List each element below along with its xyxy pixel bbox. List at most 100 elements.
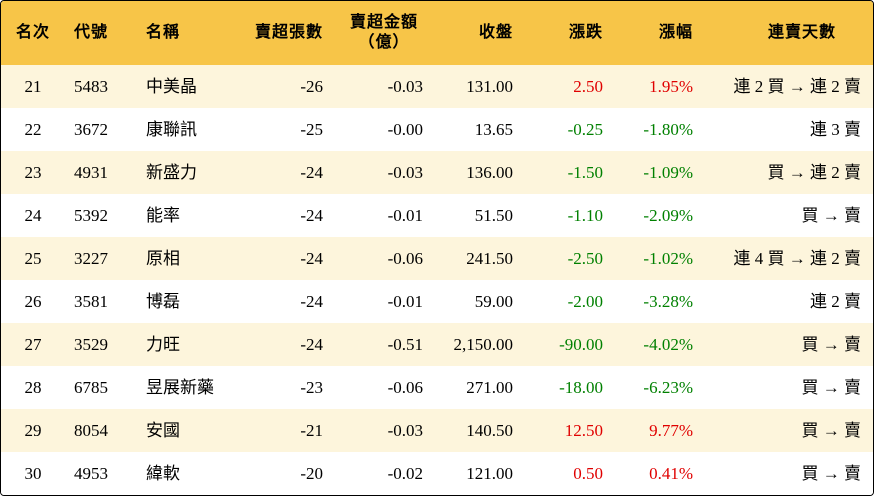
table-cell: 原相 (146, 248, 180, 268)
table-cell: -24 (300, 162, 323, 182)
table-cell: -2.09% (643, 205, 693, 225)
table-cell: -0.06 (387, 248, 423, 268)
table-cell: -0.00 (387, 119, 423, 139)
table-cell: 26 (24, 291, 42, 311)
table-cell: 24 (24, 205, 42, 225)
table-cell: 136.00 (466, 162, 513, 182)
table-cell: 買 → 賣 (801, 334, 862, 354)
header-text: 賣超金額 (349, 14, 418, 31)
table-cell: 4931 (74, 162, 108, 182)
table-cell: 力旺 (146, 334, 180, 354)
table-cell: -0.03 (387, 162, 423, 182)
table-cell: 連 3 賣 (810, 119, 861, 139)
header-text: 漲跌 (568, 24, 603, 41)
table-cell: 2,150.00 (453, 334, 514, 354)
table-cell: -24 (300, 334, 323, 354)
table-cell: -4.02% (643, 334, 693, 354)
table-cell: 241.50 (466, 248, 513, 268)
table-cell: 0.41% (649, 463, 693, 483)
header-text: 代號 (74, 24, 109, 41)
table-cell: -6.23% (643, 377, 693, 397)
table-cell: 6785 (74, 377, 108, 397)
table-cell: -23 (300, 377, 323, 397)
table-cell: 9.77% (649, 420, 693, 440)
table-cell: -1.80% (643, 119, 693, 139)
table-row: 27 3529 力旺 -24 -0.51 2,150.00 -90.00 -4.02% 買 → … (1, 323, 873, 366)
table-row: 29 8054 安國 -21 -0.03 140.50 12.50 9.77% 買 → 賣 (1, 409, 873, 452)
table-cell: 買 → 賣 (801, 420, 862, 440)
table-cell: -0.03 (387, 76, 423, 96)
table-cell: -0.01 (387, 291, 423, 311)
table-cell: 5392 (74, 205, 108, 225)
header-cell: 漲跌 (569, 1, 603, 65)
header-cell: 賣超張數 (255, 1, 323, 65)
table-cell: 3672 (74, 119, 108, 139)
table-cell: 4953 (74, 463, 108, 483)
header-text: 連賣天數 (767, 24, 836, 41)
table-row: 26 3581 博磊 -24 -0.01 59.00 -2.00 -3.28% 連 2 賣 (1, 280, 873, 323)
table-cell: -24 (300, 205, 323, 225)
table-cell: -0.02 (387, 463, 423, 483)
header-cell: 名稱 (146, 1, 180, 65)
table-cell: -2.00 (567, 291, 603, 311)
table-row: 28 6785 昱展新藥 -23 -0.06 271.00 -18.00 -6.23% 買 → … (1, 366, 873, 409)
table-cell: 3581 (74, 291, 108, 311)
table-cell: 13.65 (474, 119, 513, 139)
table-cell: 30 (24, 463, 42, 483)
table-cell: 12.50 (564, 420, 603, 440)
table-cell: 59.00 (474, 291, 513, 311)
header-text: 收盤 (478, 24, 513, 41)
table-cell: -0.01 (387, 205, 423, 225)
table-cell: 連 2 買 → 連 2 賣 (733, 76, 862, 96)
table-cell: 27 (24, 334, 42, 354)
table-cell: 8054 (74, 420, 108, 440)
header-text: 漲幅 (658, 24, 693, 41)
table-row: 23 4931 新盛力 -24 -0.03 136.00 -1.50 -1.09% 買 → 連 … (1, 151, 873, 194)
table-cell: 能率 (146, 205, 180, 225)
header-text: 名稱 (146, 24, 181, 41)
table-cell: -1.10 (567, 205, 603, 225)
table-cell: -0.51 (387, 334, 423, 354)
table-cell: 140.50 (466, 420, 513, 440)
table-cell: 28 (24, 377, 42, 397)
table-cell: 博磊 (146, 291, 180, 311)
table-cell: -0.06 (387, 377, 423, 397)
table-cell: -0.03 (387, 420, 423, 440)
table-cell: 2.50 (573, 76, 603, 96)
table-cell: -21 (300, 420, 323, 440)
header-text: 名次 (15, 24, 50, 41)
table-cell: 25 (24, 248, 42, 268)
table-cell: 0.50 (573, 463, 603, 483)
table-cell: 新盛力 (146, 162, 197, 182)
table-cell: -1.50 (567, 162, 603, 182)
table-cell: 緯軟 (146, 463, 180, 483)
table-cell: -20 (300, 463, 323, 483)
table-cell: -26 (300, 76, 323, 96)
table-cell: 中美晶 (146, 76, 197, 96)
table-cell: 買 → 連 2 賣 (767, 162, 862, 182)
table-cell: 1.95% (649, 76, 693, 96)
table-row: 30 4953 緯軟 -20 -0.02 121.00 0.50 0.41% 買 → 賣 (1, 452, 873, 495)
header-cell: 名次 (1, 1, 133, 65)
table-cell: 康聯訊 (146, 119, 197, 139)
table-cell: -0.25 (567, 119, 603, 139)
table-cell: -24 (300, 248, 323, 268)
table-cell: -18.00 (559, 377, 603, 397)
table-cell: 5483 (74, 76, 108, 96)
table-cell: -25 (300, 119, 323, 139)
table-cell: 3227 (74, 248, 108, 268)
table-cell: 昱展新藥 (146, 377, 214, 397)
table-cell: 連 2 賣 (810, 291, 861, 311)
table-cell: 121.00 (466, 463, 513, 483)
table-cell: 買 → 賣 (801, 205, 862, 225)
table-cell: 131.00 (466, 76, 513, 96)
header-cell: 賣超金額 （億） (284, 1, 484, 65)
table-row: 22 3672 康聯訊 -25 -0.00 13.65 -0.25 -1.80% 連 3 賣 (1, 108, 873, 151)
header-cell: 代號 (74, 1, 108, 65)
header-cell: 漲幅 (659, 1, 693, 65)
table-row: 21 5483 中美晶 -26 -0.03 131.00 2.50 1.95% 連 2 買 → … (1, 65, 873, 108)
header-row: 名次 代號 名稱 賣超張數 賣超金額 （億） 收盤 漲跌 漲幅 連賣天數 (1, 1, 873, 65)
table-cell: 23 (24, 162, 42, 182)
